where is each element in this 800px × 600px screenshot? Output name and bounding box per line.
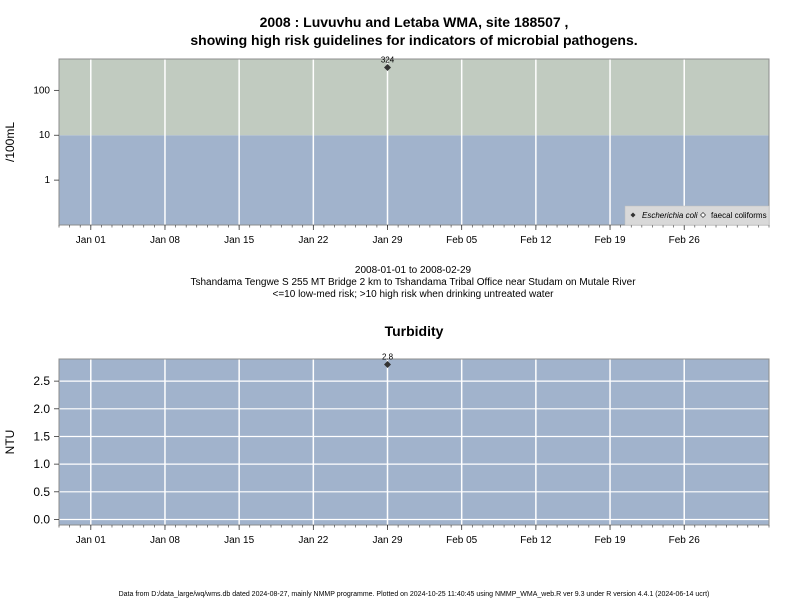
- x-tick-label: Jan 08: [150, 235, 180, 246]
- x-tick-label: Jan 29: [372, 535, 402, 546]
- legend-marker-open-diamond: [700, 212, 706, 218]
- x-tick-label: Jan 08: [150, 535, 180, 546]
- y-tick-label: 1.5: [33, 429, 50, 443]
- x-tick-label: Feb 19: [594, 235, 626, 246]
- x-tick-label: Jan 15: [224, 235, 254, 246]
- y-tick-label: 10: [39, 130, 51, 141]
- x-tick-label: Jan 29: [372, 235, 402, 246]
- x-tick-label: Feb 19: [594, 535, 626, 546]
- x-tick-label: Jan 01: [76, 535, 106, 546]
- x-tick-label: Feb 26: [669, 235, 701, 246]
- x-tick-label: Jan 22: [298, 535, 328, 546]
- caption-site: Tshandama Tengwe S 255 MT Bridge 2 km to…: [190, 277, 636, 288]
- data-point: [384, 63, 392, 71]
- y-tick-label: 0.0: [33, 512, 50, 526]
- caption-date-range: 2008-01-01 to 2008-02-29: [355, 265, 472, 276]
- x-tick-label: Jan 22: [298, 235, 328, 246]
- y-tick-label: 1: [44, 175, 50, 186]
- microbial-panel: 1 10 100 Jan 01 Jan 08 Jan 15 Jan 22 Jan 29 Feb…: [3, 55, 770, 246]
- footer-note: Data from D:/data_large/wq/wms.db dated …: [119, 591, 710, 598]
- data-point: [384, 361, 392, 369]
- y-tick-label: 0.5: [33, 485, 50, 499]
- microbial-points: 324: [381, 55, 395, 71]
- chart-title-line2: showing high risk guidelines for indicat…: [190, 32, 637, 48]
- turbidity-points: 2.8: [382, 353, 394, 369]
- y-tick-label: 2.5: [33, 374, 50, 388]
- x-tick-label: Jan 15: [224, 535, 254, 546]
- legend-box: [624, 205, 770, 226]
- microbial-plot-frame: [58, 58, 770, 226]
- turbidity-plot-background: [59, 359, 769, 525]
- turbidity-title: Turbidity: [385, 323, 444, 339]
- microbial-x-axis: Jan 01 Jan 08 Jan 15 Jan 22 Jan 29 Feb 05 Feb …: [58, 225, 770, 246]
- microbial-legend: Escherichia coli faecal coliforms: [624, 205, 770, 226]
- y-tick-label: 2.0: [33, 402, 50, 416]
- turbidity-grid: [59, 359, 769, 525]
- microbial-y-axis: 1 10 100: [33, 85, 59, 186]
- microbial-y-axis-label: /100mL: [3, 122, 17, 162]
- y-tick-label: 100: [33, 85, 50, 96]
- turbidity-panel: 0.00.51.01.52.02.5 Jan 01 Jan 08 Jan 15 Jan…: [3, 353, 770, 546]
- legend-label-escherichia-coli: Escherichia coli: [642, 211, 698, 220]
- y-tick-label: 1.0: [33, 457, 50, 471]
- data-label: 324: [381, 55, 395, 64]
- x-tick-label: Feb 12: [520, 235, 552, 246]
- x-tick-label: Feb 26: [669, 535, 701, 546]
- turbidity-x-axis: Jan 01 Jan 08 Jan 15 Jan 22 Jan 29 Feb 05 Feb …: [58, 525, 770, 546]
- high-risk-band: [59, 59, 769, 136]
- x-tick-label: Feb 05: [446, 235, 478, 246]
- chart-title-line1: 2008 : Luvuvhu and Letaba WMA, site 1885…: [260, 14, 569, 30]
- turbidity-plot-frame: [58, 358, 770, 526]
- microbial-grid: [90, 59, 685, 225]
- x-tick-label: Feb 12: [520, 535, 552, 546]
- turbidity-y-axis: 0.0 0.5 1.0 1.5 2.0 2.5: [33, 374, 59, 526]
- x-tick-label: Feb 05: [446, 535, 478, 546]
- caption-risk: <=10 low-med risk; >10 high risk when dr…: [273, 289, 555, 300]
- x-tick-label: Jan 01: [76, 235, 106, 246]
- turbidity-y-axis-label: NTU: [3, 430, 17, 455]
- data-label: 2.8: [382, 353, 394, 362]
- legend-label-faecal-coliforms: faecal coliforms: [711, 211, 767, 220]
- legend-marker-filled-diamond: [630, 212, 636, 218]
